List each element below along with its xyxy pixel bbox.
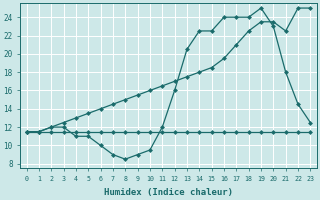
X-axis label: Humidex (Indice chaleur): Humidex (Indice chaleur) [104,188,233,197]
